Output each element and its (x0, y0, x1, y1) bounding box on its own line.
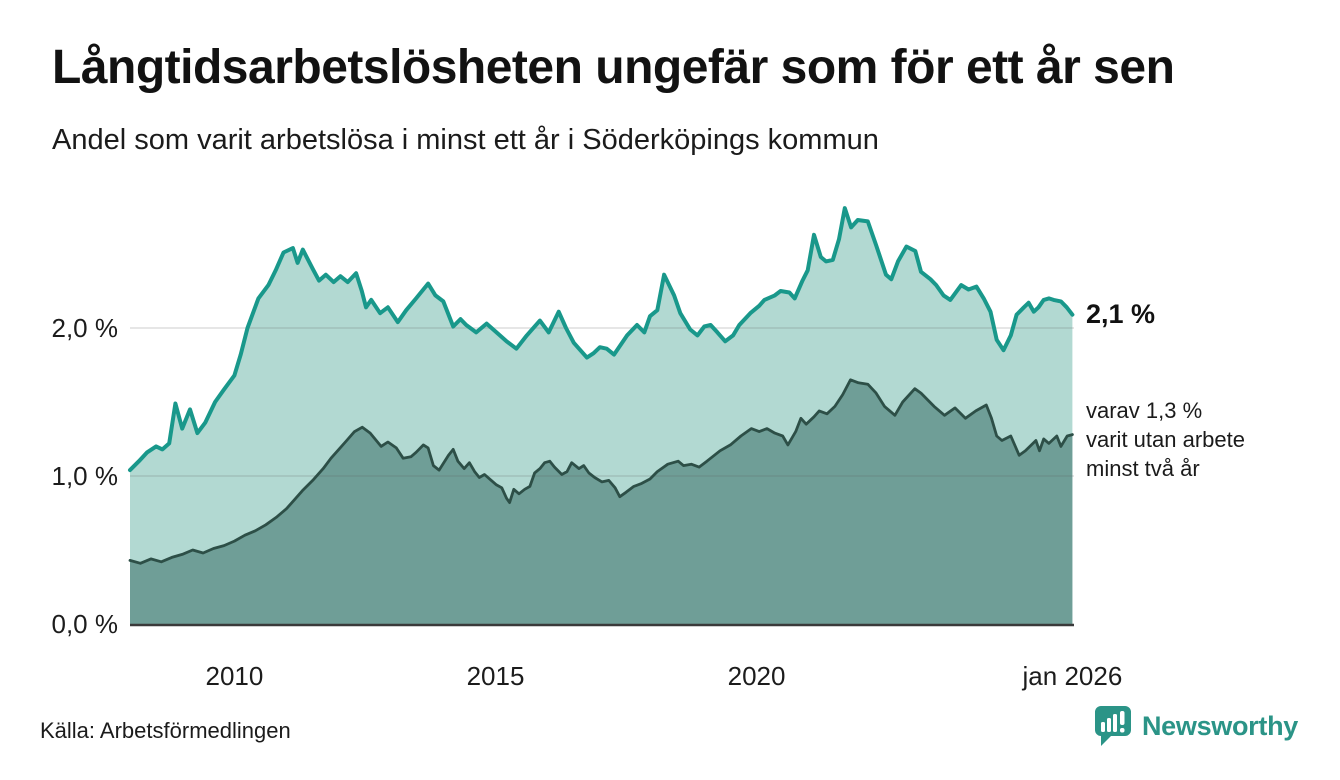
two-year-annotation-line1: varav 1,3 % (1086, 397, 1203, 423)
gridlines (130, 327, 1074, 477)
two-year-annotation-line2: varit utan arbete (1086, 426, 1245, 452)
x-tick-2020: 2020 (727, 661, 786, 691)
page-title: Långtidsarbetslösheten ungefär som för e… (52, 41, 1175, 94)
x-tick-2010: 2010 (205, 661, 264, 691)
page-subtitle: Andel som varit arbetslösa i minst ett å… (52, 124, 879, 156)
two-year-annotation-line3: minst två år (1086, 455, 1200, 481)
line-series-unemployed-one-year (128, 206, 1075, 473)
y-tick-0: 0,0 % (51, 609, 119, 639)
y-tick-1: 1,0 % (51, 461, 119, 491)
y-tick-2: 2,0 % (51, 313, 119, 343)
line-series-unemployed-two-years (128, 378, 1074, 565)
x-tick-jan-2026: jan 2026 (1022, 661, 1123, 691)
x-tick-2015: 2015 (466, 661, 525, 691)
newsworthy-branding: Newsworthy (1093, 704, 1298, 748)
area-series-unemployed-two-years (130, 379, 1073, 624)
two-year-annotation: varav 1,3 % varit utan arbete minst två … (1086, 396, 1245, 483)
source-caption: Källa: Arbetsförmedlingen (40, 718, 291, 743)
latest-value-label: 2,1 % (1086, 299, 1156, 330)
speech-bubble-bar-chart-icon (1094, 706, 1131, 746)
newsworthy-wordmark: Newsworthy (1141, 710, 1298, 741)
